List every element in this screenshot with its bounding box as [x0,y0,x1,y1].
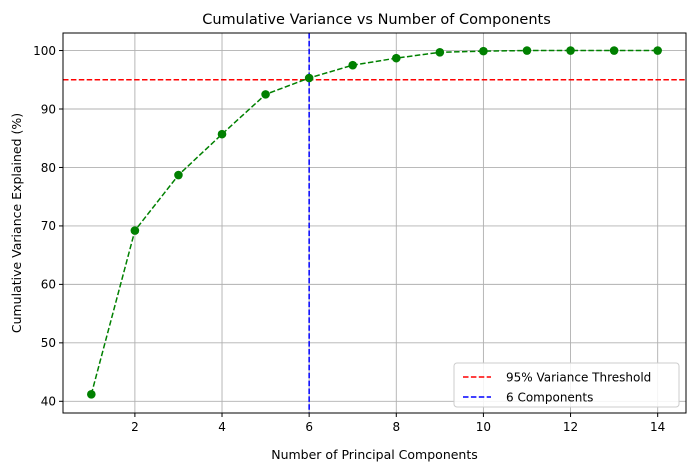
tick-layer: 2 4 6 8 10 12 14 40 50 60 70 80 90 100 [33,44,665,434]
data-point [435,47,445,57]
y-tick-label: 90 [41,102,56,116]
y-tick-label: 100 [33,44,56,58]
data-point [566,46,575,55]
y-axis-label: Cumulative Variance Explained (%) [9,113,24,333]
data-point [653,46,662,55]
legend-label-components: 6 Components [506,391,593,405]
reference-lines [63,33,686,413]
x-tick-label: 2 [131,420,139,434]
x-axis-label: Number of Principal Components [271,447,478,462]
data-point [479,46,488,56]
data-point [304,73,314,83]
series-layer [87,46,662,399]
x-tick-label: 6 [305,420,313,434]
plot-frame [62,32,687,414]
y-tick-label: 40 [41,395,56,409]
y-tick-label: 80 [41,161,56,175]
series-line [90,49,658,395]
data-point [522,46,532,55]
data-point [87,389,96,399]
legend-label-threshold: 95% Variance Threshold [506,371,651,385]
x-tick-label: 8 [392,420,400,434]
x-tick-label: 4 [218,420,226,434]
y-tick-label: 50 [41,336,56,350]
data-point [174,170,183,180]
grid-layer [63,33,686,413]
legend: 95% Variance Threshold 6 Components [453,362,680,408]
data-point [261,90,270,99]
y-tick-label: 70 [41,219,56,233]
x-tick-label: 12 [563,420,578,434]
data-point [130,226,140,235]
data-point [348,60,358,70]
y-tick-label: 60 [41,278,56,292]
legend-box [453,362,680,408]
chart-title: Cumulative Variance vs Number of Compone… [202,12,551,28]
data-point [391,53,401,63]
x-tick-label: 14 [650,420,665,434]
x-tick-label: 10 [476,420,491,434]
data-point [609,46,619,55]
data-point [217,129,227,139]
